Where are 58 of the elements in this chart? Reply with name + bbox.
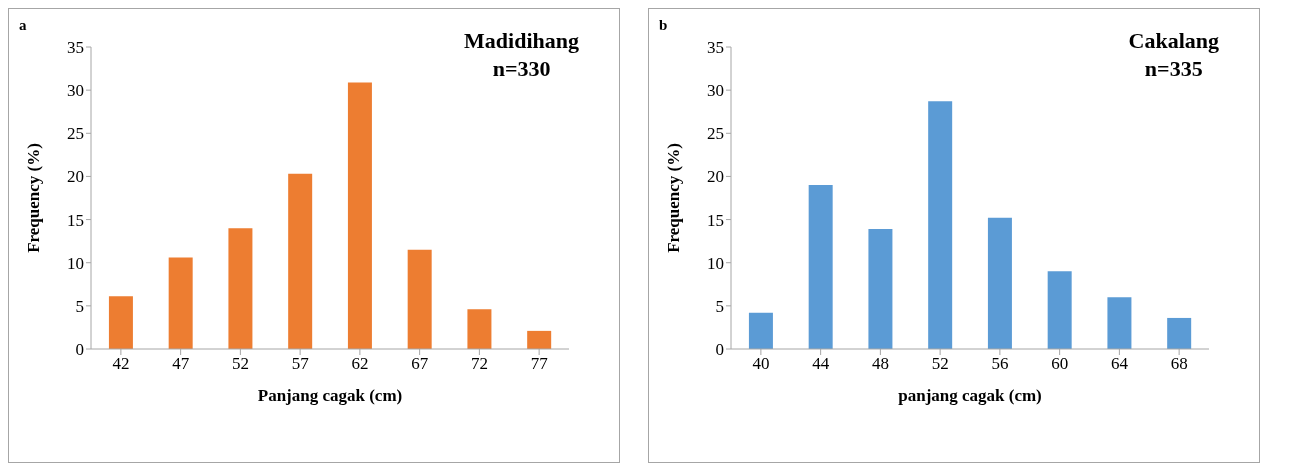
y-tick-label: 5: [715, 296, 724, 316]
x-tick-label: 72: [470, 354, 488, 374]
x-tick-label: 42: [112, 354, 130, 374]
y-axis-title: Frequency (%): [664, 143, 684, 253]
y-tick-label: 10: [707, 253, 724, 273]
x-tick-label: 52: [931, 354, 949, 374]
bar: [228, 228, 253, 349]
bar: [868, 229, 893, 349]
bar: [1167, 317, 1192, 349]
bar: [108, 296, 133, 349]
y-tick-label: 0: [75, 340, 84, 360]
y-tick-label: 35: [67, 38, 84, 58]
y-tick-label: 15: [707, 210, 724, 230]
x-tick-label: 67: [411, 354, 429, 374]
x-axis-title: Panjang cagak (cm): [257, 386, 403, 405]
y-tick-label: 35: [707, 38, 724, 58]
x-tick-label: 52: [231, 354, 249, 374]
bar: [168, 257, 193, 349]
y-tick-label: 20: [67, 167, 84, 187]
x-tick-label: 40: [752, 354, 770, 374]
x-tick-label: 60: [1051, 354, 1069, 374]
bar: [987, 217, 1012, 349]
x-tick-label: 47: [172, 354, 190, 374]
y-tick-label: 10: [67, 253, 84, 273]
y-axis-title: Frequency (%): [24, 143, 44, 253]
x-tick-label: 56: [991, 354, 1009, 374]
x-tick-label: 68: [1170, 354, 1188, 374]
bar: [808, 185, 833, 349]
bar: [1107, 297, 1132, 349]
chart-subtitle: n=330: [491, 55, 552, 83]
x-tick-label: 57: [291, 354, 310, 374]
y-tick-label: 25: [707, 124, 724, 144]
y-tick-label: 30: [707, 81, 724, 101]
x-tick-label: 48: [871, 354, 889, 374]
y-tick-label: 15: [67, 210, 84, 230]
text: a: [19, 17, 27, 34]
y-tick-label: 0: [715, 340, 724, 360]
bar: [407, 249, 432, 349]
bar: [467, 309, 492, 349]
chart-subtitle: n=335: [1143, 55, 1204, 83]
bar: [347, 82, 372, 349]
x-tick-label: 77: [530, 354, 549, 374]
x-axis-title: panjang cagak (cm): [898, 386, 1042, 405]
y-tick-label: 25: [67, 124, 84, 144]
bar: [527, 330, 552, 349]
y-tick-label: 20: [707, 167, 724, 187]
chart-title: Cakalang: [1128, 27, 1219, 55]
bar: [1047, 271, 1072, 349]
bar: [928, 101, 953, 349]
x-tick-label: 64: [1110, 354, 1129, 374]
text: b: [659, 17, 668, 34]
chart-title: Madidihang: [464, 27, 579, 55]
y-tick-label: 5: [75, 296, 84, 316]
y-tick-label: 30: [67, 81, 84, 101]
bar: [288, 173, 313, 349]
bar: [748, 312, 773, 349]
x-tick-label: 44: [812, 354, 830, 374]
x-tick-label: 62: [351, 354, 369, 374]
